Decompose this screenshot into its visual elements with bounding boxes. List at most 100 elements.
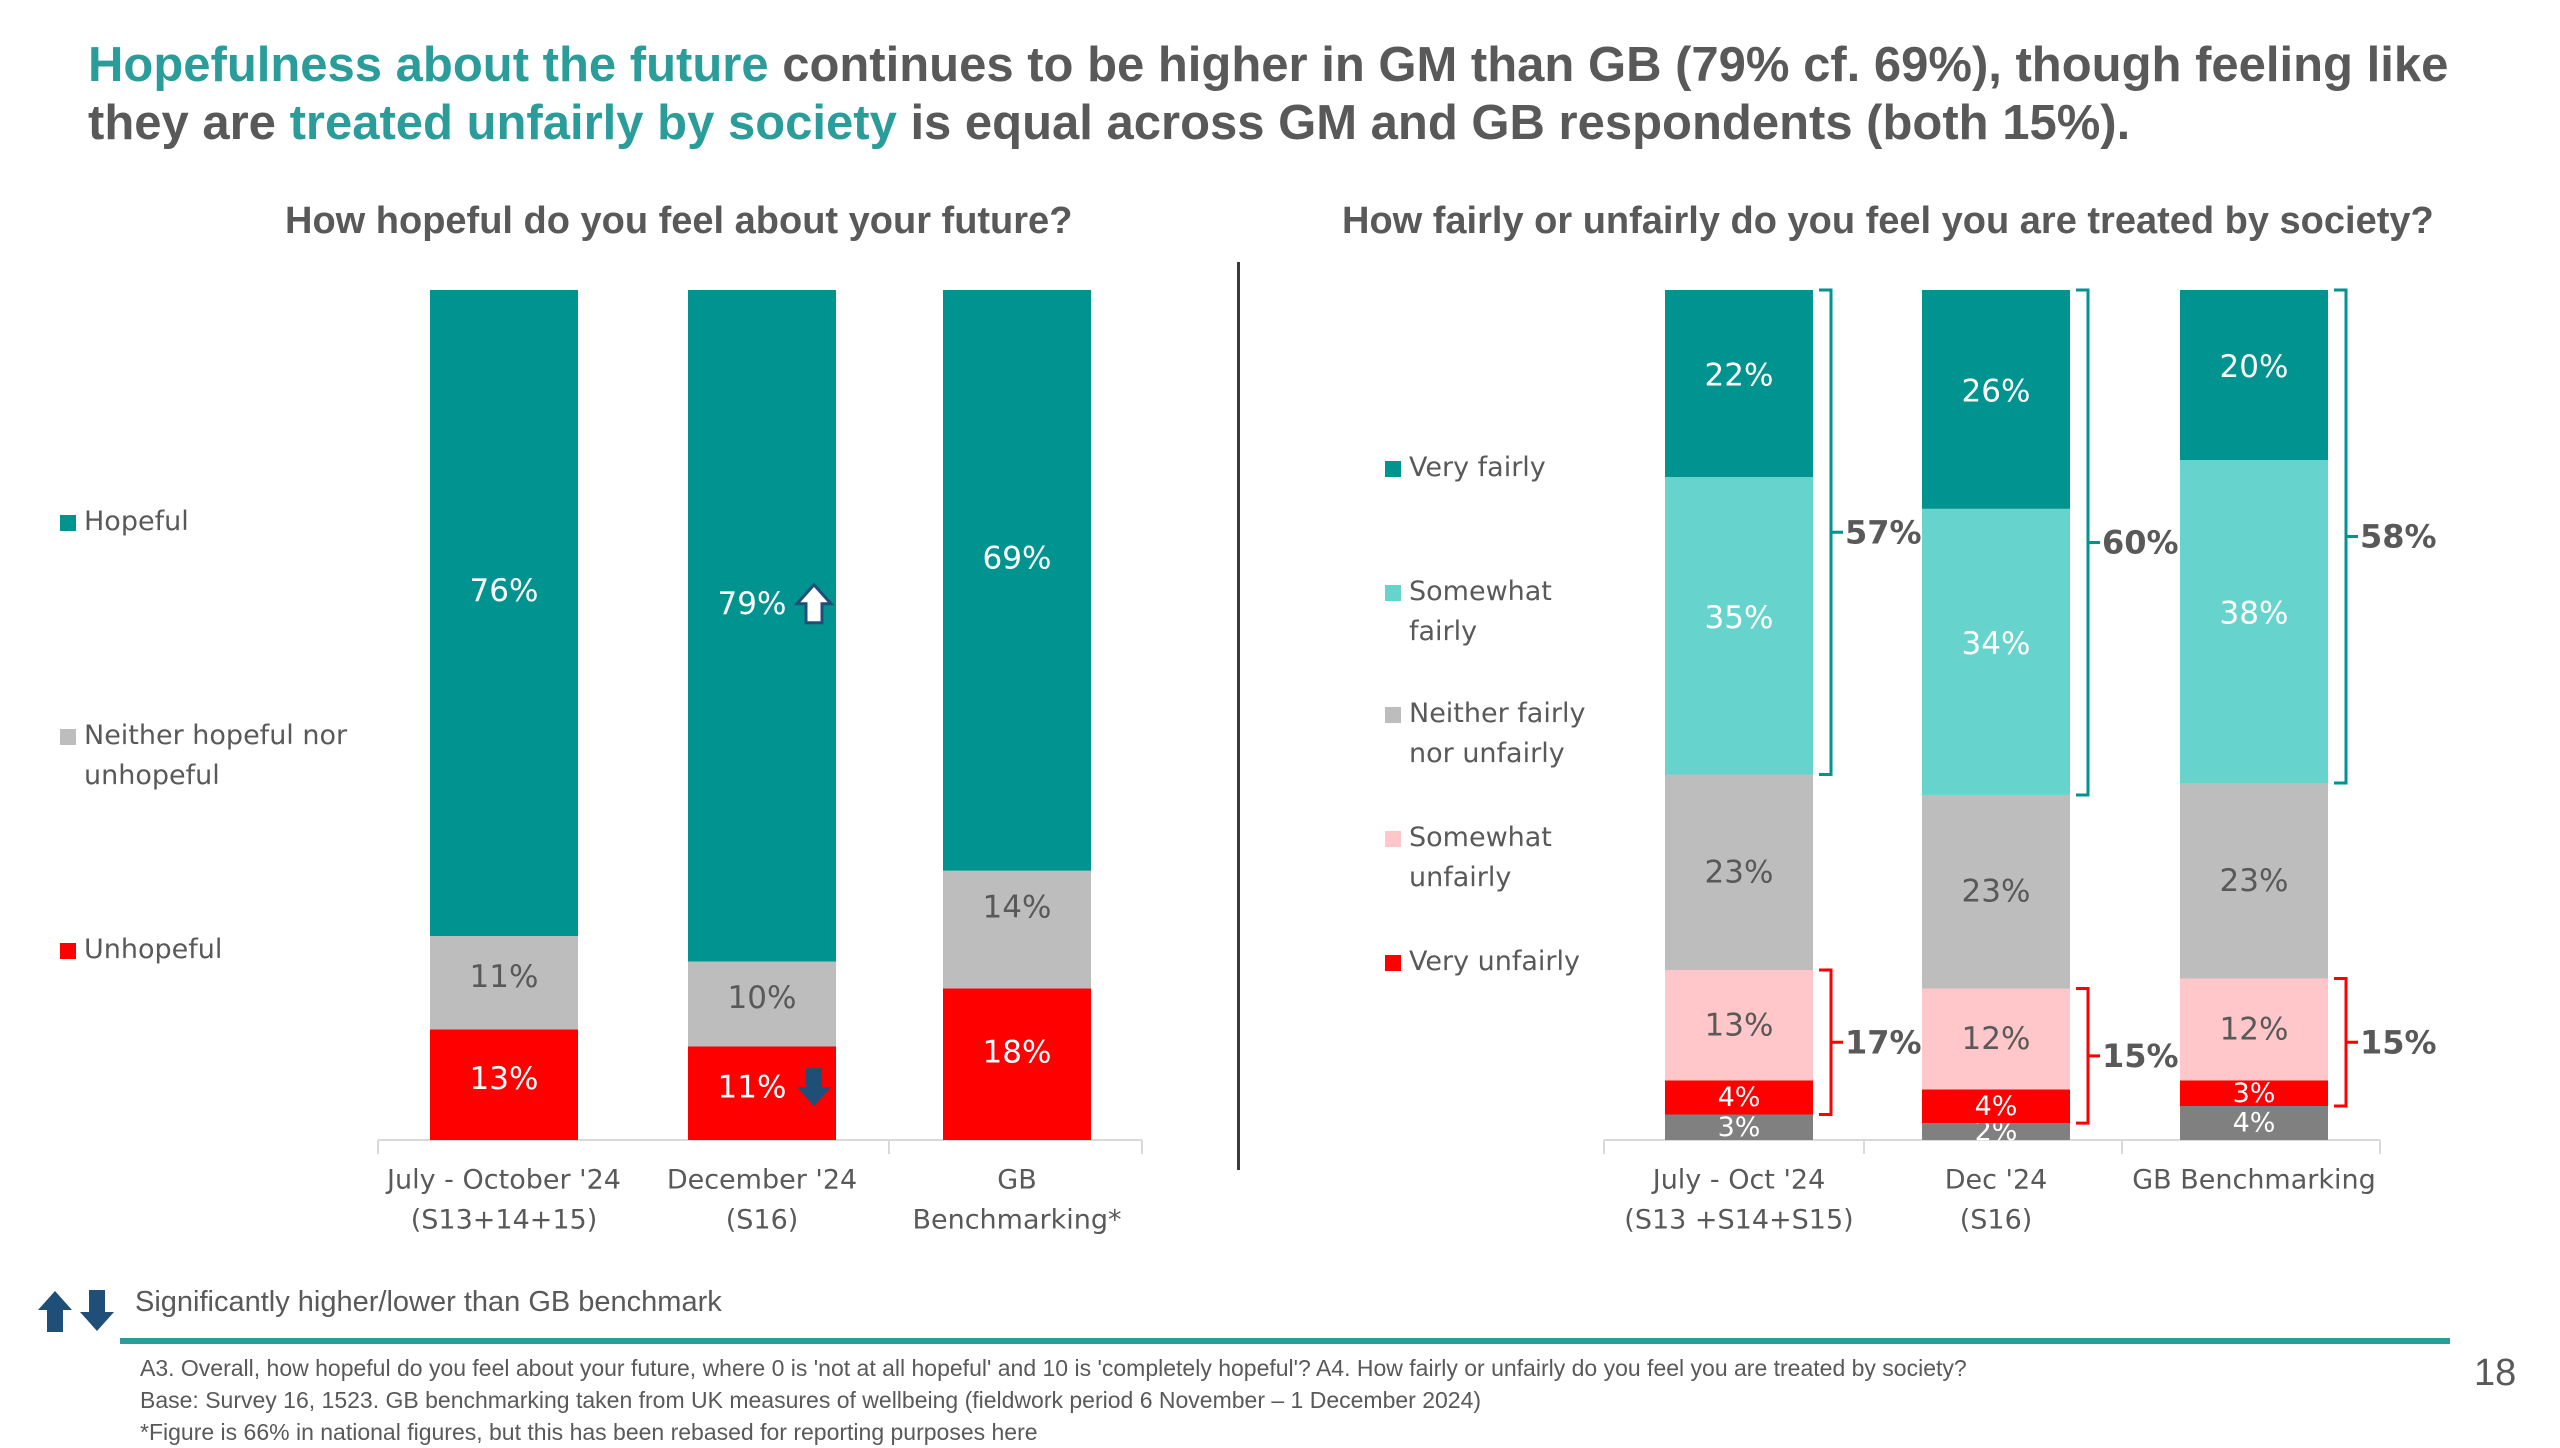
legend-label: Neither fairly nor unfairly <box>1409 698 1586 769</box>
data-label-very-fairly: 26% <box>1962 373 2031 409</box>
legend-swatch <box>1385 831 1401 847</box>
data-label-hopeful: 79% <box>718 586 787 622</box>
bar-neither-fairly-nor-unfairly <box>2180 783 2328 979</box>
net-unfairly-label: 17% <box>1845 1023 1922 1061</box>
data-label-unhopeful: 13% <box>470 1061 539 1097</box>
net-unfairly-label: 15% <box>2102 1037 2179 1075</box>
legend-label: Neither hopeful nor unhopeful <box>84 720 348 791</box>
page-headline: Hopefulness about the future continues t… <box>88 36 2528 152</box>
chart-divider <box>1237 262 1240 1170</box>
data-label-neither-hopeful-nor-unhopeful: 10% <box>728 980 797 1016</box>
headline-text-1: continues to be higher in GM than GB (79… <box>88 38 2449 150</box>
bar-unhopeful <box>943 988 1091 1140</box>
data-label-somewhat-fairly: 34% <box>1962 626 2031 662</box>
charts-canvas: 13% 11% 76% July - October '24 (S13+14+15) 11… <box>377 288 2437 1236</box>
data-label-unlabelled: 4% <box>2233 1108 2276 1139</box>
x-tick-label-fairness: GB Benchmarking <box>2132 1165 2376 1196</box>
data-label-very-fairly: 20% <box>2220 349 2289 385</box>
legend-swatch <box>1385 461 1401 477</box>
x-tick-label-hopeful: (S16) <box>726 1205 799 1236</box>
bar-somewhat-unfairly <box>1665 970 1813 1081</box>
arrow-up-icon <box>793 582 835 625</box>
bar-hopeful <box>943 290 1091 871</box>
significance-note: Significantly higher/lower than GB bench… <box>135 1286 722 1318</box>
bar-neither-fairly-nor-unfairly <box>1665 774 1813 970</box>
data-label-somewhat-unfairly: 12% <box>2220 1012 2289 1048</box>
legend-swatch <box>1385 707 1401 723</box>
data-label-very-unfairly: 3% <box>2233 1078 2276 1109</box>
net-fairly-bracket <box>2334 288 2358 785</box>
x-tick-label-hopeful: GB <box>997 1165 1036 1196</box>
data-label-very-unfairly: 4% <box>1975 1091 2018 1122</box>
net-unfairly-bracket <box>2334 977 2358 1108</box>
net-fairly-bracket <box>2076 288 2100 797</box>
legend-label: Hopeful <box>84 506 189 537</box>
data-label-neither-fairly-nor-unfairly: 23% <box>2220 863 2289 899</box>
legend-label: Somewhat fairly <box>1409 576 1552 647</box>
headline-highlight-hope: Hopefulness about the future <box>88 38 769 92</box>
data-label-somewhat-fairly: 35% <box>1705 600 1774 636</box>
x-tick-label-hopeful: December '24 <box>667 1165 857 1196</box>
net-fairly-label: 60% <box>2102 523 2179 561</box>
legend-label: Very fairly <box>1409 452 1546 483</box>
bar-neither-fairly-nor-unfairly <box>1922 794 2070 989</box>
legend-label: Somewhat unfairly <box>1409 822 1552 893</box>
x-tick-label-hopeful: Benchmarking* <box>912 1205 1121 1236</box>
bar-very-fairly <box>1665 290 1813 477</box>
arrow-down-icon <box>797 1068 831 1107</box>
bar-neither-hopeful-nor-unhopeful <box>430 936 578 1030</box>
data-label-unhopeful: 11% <box>718 1069 787 1105</box>
net-unfairly-bracket <box>1819 968 1843 1116</box>
headline-text-2: is equal across GM and GB respondents (b… <box>896 96 2131 150</box>
net-unfairly-bracket <box>2076 987 2100 1125</box>
data-label-hopeful: 69% <box>983 540 1052 576</box>
data-label-somewhat-fairly: 38% <box>2220 596 2289 632</box>
bar-very-fairly <box>1922 290 2070 509</box>
net-fairly-label: 58% <box>2360 518 2437 556</box>
data-label-neither-hopeful-nor-unhopeful: 14% <box>983 890 1052 926</box>
legend-swatch <box>60 943 76 959</box>
bar-very-fairly <box>2180 290 2328 460</box>
bar-somewhat-fairly <box>1922 508 2070 795</box>
data-label-unlabelled: 3% <box>1718 1112 1761 1143</box>
x-tick-label-fairness: (S13 +S14+S15) <box>1624 1205 1853 1236</box>
data-label-very-unfairly: 4% <box>1718 1082 1761 1113</box>
chart-title-fairness: How fairly or unfairly do you feel you a… <box>1342 200 2434 242</box>
bar-hopeful <box>688 290 836 962</box>
bar-unlabelled <box>2180 1106 2328 1140</box>
arrow-up-shape <box>793 582 835 625</box>
bar-unhopeful <box>430 1029 578 1140</box>
legend-swatch <box>60 729 76 745</box>
data-label-neither-hopeful-nor-unhopeful: 11% <box>470 959 539 995</box>
page-number: 18 <box>2474 1352 2517 1394</box>
net-unfairly-label: 15% <box>2360 1023 2437 1061</box>
footnote-base: Base: Survey 16, 1523. GB benchmarking t… <box>140 1387 1482 1413</box>
net-fairly-label: 57% <box>1845 513 1922 551</box>
significance-arrows-icon <box>38 1290 114 1332</box>
data-label-very-fairly: 22% <box>1705 358 1774 394</box>
x-tick-label-fairness: Dec '24 <box>1945 1165 2048 1196</box>
footer-rule <box>120 1338 2450 1344</box>
bar-neither-hopeful-nor-unhopeful <box>943 870 1091 989</box>
legend-label: Unhopeful <box>84 934 223 965</box>
bar-very-unfairly <box>1922 1089 2070 1124</box>
arrow-down-shape <box>797 1068 831 1107</box>
bar-unlabelled <box>1665 1114 1813 1140</box>
data-label-hopeful: 76% <box>470 573 539 609</box>
bar-unlabelled <box>1922 1123 2070 1140</box>
bar-somewhat-unfairly <box>1922 988 2070 1090</box>
net-fairly-bracket <box>1819 288 1843 776</box>
footnote-question: A3. Overall, how hopeful do you feel abo… <box>140 1355 1967 1381</box>
x-tick-label-fairness: July - Oct '24 <box>1651 1165 1826 1196</box>
data-label-neither-fairly-nor-unfairly: 23% <box>1962 874 2031 910</box>
legend-swatch <box>1385 955 1401 971</box>
bar-very-unfairly <box>1665 1080 1813 1115</box>
data-label-somewhat-unfairly: 12% <box>1962 1021 2031 1057</box>
bar-hopeful <box>430 290 578 936</box>
legend-swatch <box>1385 585 1401 601</box>
bar-somewhat-unfairly <box>2180 978 2328 1081</box>
legend-swatch <box>60 515 76 531</box>
bar-somewhat-fairly <box>2180 460 2328 783</box>
x-tick-label-fairness: (S16) <box>1960 1205 2033 1236</box>
footnote-rebase: *Figure is 66% in national figures, but … <box>140 1419 1038 1445</box>
